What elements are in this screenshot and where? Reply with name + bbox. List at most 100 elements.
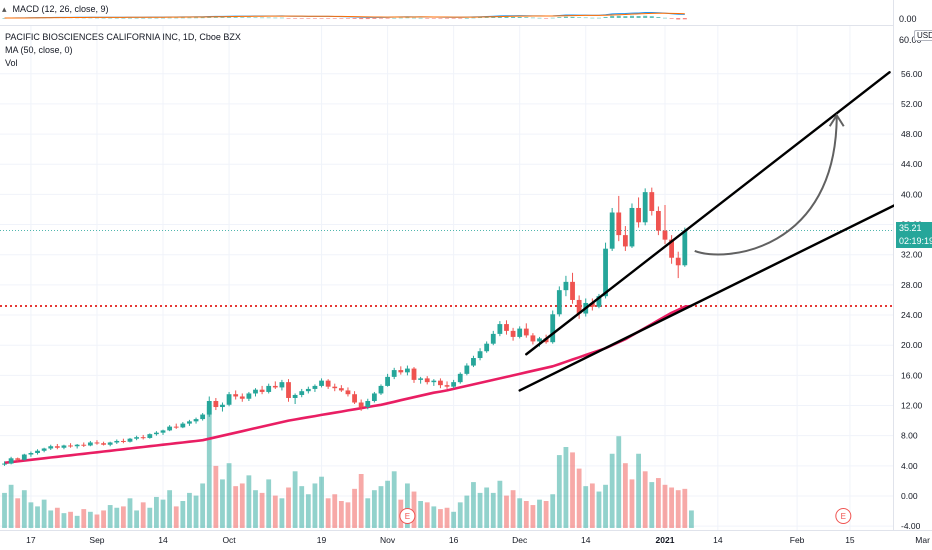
candle-body [550, 314, 556, 343]
candle-body [15, 458, 21, 460]
volume-bar [669, 487, 675, 528]
candle-body [603, 248, 608, 297]
time-tick-label: 19 [317, 535, 327, 545]
candle-body [530, 335, 536, 342]
volume-bar [629, 479, 635, 528]
macd-histogram-bar [471, 17, 476, 19]
macd-histogram-bar [629, 15, 634, 18]
macd-histogram-bar [676, 18, 681, 20]
macd-histogram-bar [491, 16, 496, 18]
volume-bar [206, 406, 212, 528]
macd-histogram-bar [412, 17, 417, 19]
volume-bar [438, 509, 443, 528]
volume-bar [332, 494, 338, 528]
candle-body [279, 382, 285, 388]
volume-bar [378, 486, 384, 528]
macd-histogram-bar [81, 17, 86, 19]
macd-histogram-bar [246, 17, 251, 19]
volume-bar [391, 471, 397, 528]
candle-body [629, 207, 635, 247]
ma-legend[interactable]: MA (50, close, 0) [5, 45, 73, 55]
candle-body [451, 382, 457, 387]
earnings-marker[interactable]: E [399, 508, 416, 524]
macd-histogram-bar [227, 17, 232, 18]
macd-histogram-bar [352, 18, 357, 19]
volume-bar [41, 499, 47, 528]
macd-histogram-bar [200, 17, 205, 19]
volume-legend[interactable]: Vol [5, 58, 18, 68]
macd-histogram-bar [484, 17, 489, 18]
macd-histogram-bar [583, 17, 588, 19]
volume-bar [431, 506, 437, 528]
macd-histogram-bar [114, 17, 119, 19]
volume-bar [484, 487, 490, 528]
volume-bar [451, 511, 457, 528]
volume-bar [649, 482, 655, 528]
price-tick-label: 32.00 [901, 250, 923, 260]
candle-body [537, 338, 542, 342]
macd-histogram-bar [345, 18, 350, 19]
macd-histogram-bar [398, 17, 403, 19]
macd-histogram-bar [392, 17, 397, 19]
macd-legend[interactable]: ▴ MACD (12, 26, close, 9) [2, 4, 109, 15]
price-axis[interactable]: 56.0052.0048.0044.0040.0036.0032.0028.00… [894, 0, 932, 531]
volume-bar [418, 501, 424, 528]
macd-histogram-bar [306, 18, 311, 19]
volume-bar [253, 490, 258, 528]
price-tick-label: 16.00 [901, 370, 923, 380]
macd-histogram-bar [570, 16, 575, 18]
price-axis-top-partial-label: 60.00 [899, 35, 922, 45]
macd-histogram-bar [365, 18, 370, 20]
trend-drawings[interactable] [518, 71, 904, 392]
volume-bar [371, 490, 377, 528]
volume-bar [173, 506, 179, 528]
candle-body [2, 463, 7, 465]
volume-bar [596, 491, 602, 528]
candle-body [107, 442, 113, 445]
candle-body [127, 438, 133, 442]
earnings-circle [835, 508, 852, 524]
currency-badge[interactable]: USD [914, 30, 932, 41]
candle-body [510, 330, 516, 337]
collapse-chevron-icon[interactable]: ▴ [2, 4, 7, 14]
volume-bar [8, 484, 14, 528]
macd-histogram-bar [286, 18, 291, 19]
earnings-marker[interactable]: E [835, 508, 852, 524]
volume-bar [213, 465, 219, 528]
price-tick-label: 28.00 [901, 280, 923, 290]
volume-bar [160, 499, 166, 528]
macd-histogram-bar [405, 17, 410, 19]
macd-histogram-bar [451, 18, 456, 19]
earnings-marker-label: E [405, 512, 410, 521]
channel-trendline [525, 71, 891, 356]
candle-body [134, 437, 139, 439]
volume-bar [497, 480, 503, 528]
symbol-title[interactable]: PACIFIC BIOSCIENCES CALIFORNIA INC, 1D, … [5, 32, 241, 42]
macd-histogram-bar [537, 17, 542, 19]
candle-body [589, 302, 595, 307]
volume-bar [127, 498, 133, 528]
candle-body [649, 192, 655, 211]
macd-histogram-bar [378, 18, 383, 19]
macd-histogram-bar [121, 17, 126, 19]
macd-histogram-bar [550, 17, 555, 19]
candle-body [378, 385, 384, 394]
volume-bar [272, 495, 278, 528]
time-tick-label: 16 [449, 535, 459, 545]
volume-bar [120, 506, 126, 528]
macd-histogram-bar [279, 17, 284, 19]
macd-histogram-bar [504, 16, 509, 18]
macd-histogram-bar [649, 16, 654, 18]
volume-bar [424, 502, 430, 528]
candle-body [167, 426, 173, 431]
volume-bar [444, 507, 450, 528]
candle-body [444, 385, 450, 387]
candle-body [286, 382, 291, 398]
time-axis[interactable]: 17Sep14Oct19Nov16Dec14202114Feb15Mar15 [26, 535, 932, 545]
price-tick-label: 24.00 [901, 310, 923, 320]
candle-body [180, 423, 186, 428]
candle-body [305, 388, 311, 392]
volume-bar [510, 490, 516, 528]
